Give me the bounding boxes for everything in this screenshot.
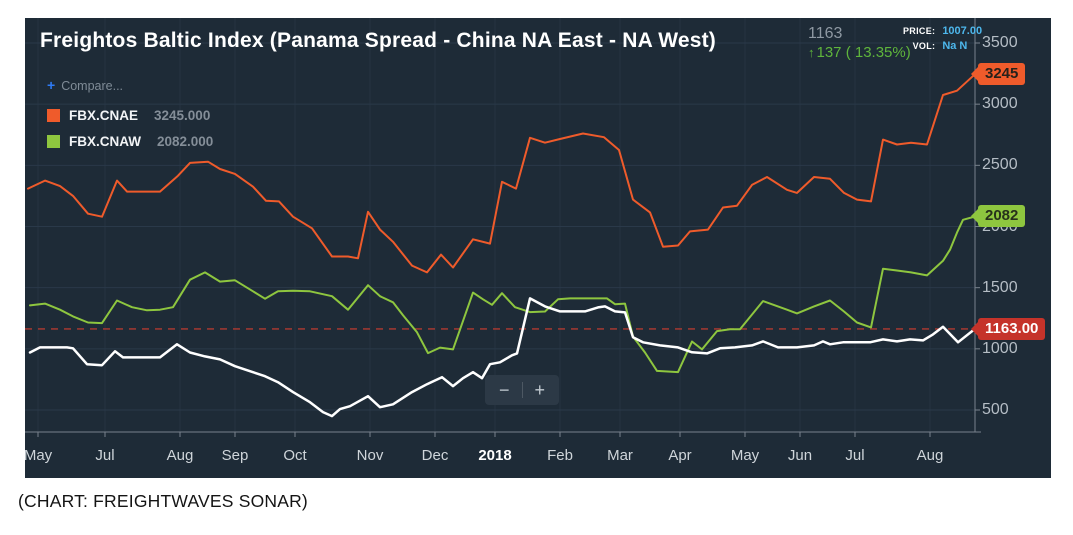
price-chart-canvas[interactable] [25, 18, 1051, 478]
x-axis-tick-label: Aug [916, 447, 944, 464]
x-axis-tick-label: Sep [221, 447, 249, 464]
zoom-in-button[interactable]: + [523, 376, 558, 404]
compare-button[interactable]: + Compare... [47, 77, 123, 93]
symbol-stats: 1163 ↑ 137 ( 13.35%) [808, 25, 911, 61]
x-axis-tick-label: Apr [668, 447, 692, 464]
x-axis-tick-label: Jul [845, 447, 865, 464]
x-axis-tick-label: Nov [356, 447, 384, 464]
legend-item[interactable]: FBX.CNAE 3245.000 [47, 102, 213, 128]
caption: (CHART: FREIGHTWAVES SONAR) [18, 491, 308, 511]
price-tag: 2082 [971, 205, 1026, 228]
price-label: PRICE: [903, 26, 936, 36]
zoom-controls: − + [485, 375, 559, 405]
series-symbol: FBX.CNAW [69, 133, 141, 149]
series-symbol: FBX.CNAE [69, 107, 139, 123]
y-axis-tick-label: 3000 [982, 95, 1018, 113]
legend: FBX.CNAE 3245.000 FBX.CNAW 2082.000 [47, 102, 213, 154]
series-value: 2082.000 [157, 133, 214, 149]
chart-panel: Freightos Baltic Index (Panama Spread - … [25, 18, 1051, 478]
plus-icon: + [47, 77, 56, 93]
change-value: ↑ 137 ( 13.35%) [808, 43, 911, 62]
x-axis-tick-label: Aug [166, 447, 194, 464]
up-arrow-icon: ↑ [808, 44, 815, 60]
x-axis-tick-label: May [730, 447, 760, 464]
price-value: 1007.00 [942, 25, 983, 37]
price-tag: 1163.00 [971, 317, 1046, 340]
y-axis-tick-label: 500 [982, 401, 1009, 418]
y-axis-tick-label: 3500 [982, 34, 1018, 51]
chart-title: Freightos Baltic Index (Panama Spread - … [40, 29, 716, 52]
y-axis-tick-label: 1500 [982, 278, 1018, 296]
time-axis[interactable]: May Jul Aug Sep Oct Nov Dec 2018 Feb Mar Apr May Jun… [25, 442, 981, 468]
x-axis-tick-label: Jul [95, 447, 115, 464]
y-axis-tick-label: 1000 [982, 339, 1018, 357]
last-value: 1163 [808, 25, 843, 42]
tag-pointer-icon [971, 66, 979, 83]
x-axis-tick-label: May [25, 447, 53, 464]
price-vol-readout: PRICE: 1007.00 VOL: Na N [903, 25, 982, 52]
series-value: 3245.000 [154, 107, 211, 123]
vol-label: VOL: [912, 41, 936, 51]
legend-item[interactable]: FBX.CNAW 2082.000 [47, 128, 213, 154]
y-axis-tick-label: 2500 [982, 156, 1018, 174]
vol-value: Na N [942, 40, 968, 52]
zoom-divider [521, 382, 523, 398]
x-axis-tick-label: Jun [787, 447, 813, 464]
x-axis-tick-label: Feb [547, 447, 573, 464]
x-axis-tick-label: Dec [421, 447, 449, 464]
compare-label: Compare... [61, 79, 124, 93]
x-axis-tick-label: Mar [607, 447, 633, 464]
tag-pointer-icon [971, 320, 979, 337]
price-tag: 3245 [971, 63, 1026, 86]
x-axis-tick-label: 2018 [478, 447, 512, 464]
x-axis-tick-label: Oct [283, 447, 307, 464]
change-text: 137 ( 13.35%) [816, 43, 911, 61]
tag-pointer-icon [971, 208, 979, 225]
series-color-swatch [47, 108, 60, 122]
zoom-out-button[interactable]: − [487, 376, 522, 404]
series-color-swatch [47, 134, 60, 148]
